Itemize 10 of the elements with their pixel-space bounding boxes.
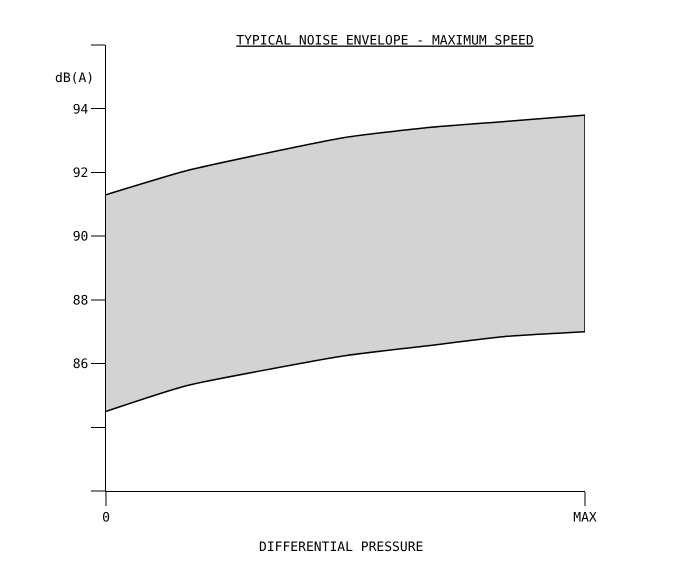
y-tick-label: 92 — [72, 166, 88, 181]
x-tick-label: 0 — [102, 510, 110, 526]
y-tick-label: 90 — [72, 230, 88, 245]
y-tick-label: 94 — [72, 102, 89, 118]
chart-title: TYPICAL NOISE ENVELOPE - MAXIMUM SPEED — [236, 34, 534, 49]
x-axis-title: DIFFERENTIAL PRESSURE — [259, 540, 424, 555]
x-tick-label: MAX — [573, 510, 597, 526]
y-axis-title: dB(A) — [55, 71, 94, 86]
y-tick-label: 88 — [72, 293, 88, 308]
y-tick-label: 86 — [72, 357, 88, 372]
